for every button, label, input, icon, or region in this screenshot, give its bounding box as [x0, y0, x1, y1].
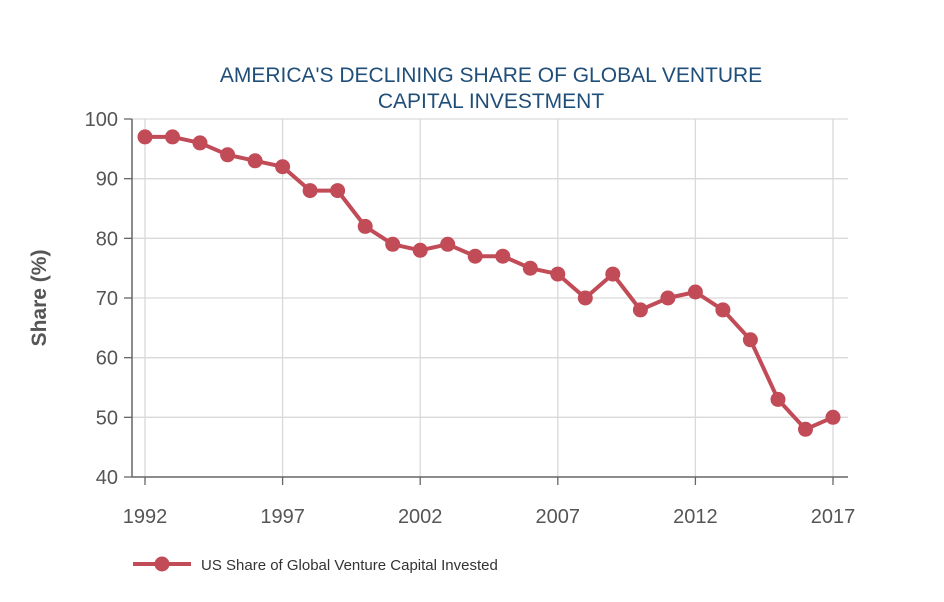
data-point-2011 — [660, 290, 676, 306]
legend-label: US Share of Global Venture Capital Inves… — [201, 557, 498, 574]
data-point-2014 — [742, 332, 758, 348]
legend-dot-marker — [154, 556, 170, 572]
chart-title-line-2: CAPITAL INVESTMENT — [378, 90, 605, 113]
legend: US Share of Global Venture Capital Inves… — [133, 556, 498, 574]
x-tick-label-2017: 2017 — [811, 506, 856, 528]
x-tick-label-2002: 2002 — [398, 506, 443, 528]
series-line — [143, 134, 835, 432]
chart-title-line-1: AMERICA'S DECLINING SHARE OF GLOBAL VENT… — [220, 64, 762, 87]
data-point-2006 — [522, 260, 538, 276]
data-point-2007 — [550, 266, 566, 282]
data-point-1998 — [302, 183, 318, 199]
data-point-1999 — [330, 183, 346, 199]
x-tick-label-2007: 2007 — [536, 506, 581, 528]
y-tick-label-60: 60 — [96, 348, 118, 370]
x-tick-label-2012: 2012 — [673, 506, 718, 528]
y-axis-label: Share (%) — [28, 250, 51, 347]
data-point-2002 — [412, 242, 428, 258]
tick-labels: 40 50 60 70 80 90 100 1992 1997 2002 2007 2012 2017 — [85, 109, 856, 528]
data-point-2009 — [605, 266, 621, 282]
y-tick-label-40: 40 — [96, 467, 118, 489]
data-point-2000 — [357, 218, 373, 234]
data-point-2008 — [577, 290, 593, 306]
data-point-2017 — [825, 409, 841, 425]
y-tick-label-90: 90 — [96, 169, 118, 191]
grid — [132, 118, 848, 477]
y-tick-label-50: 50 — [96, 407, 118, 429]
data-point-2016 — [798, 421, 813, 437]
data-point-2004 — [467, 248, 483, 264]
data-point-2003 — [440, 236, 456, 252]
data-point-1995 — [220, 147, 236, 163]
x-tick-label-1992: 1992 — [123, 506, 168, 528]
series-line-group — [137, 129, 841, 437]
x-tick-label-1997: 1997 — [260, 506, 305, 528]
data-point-2001 — [385, 236, 401, 252]
data-point-1993 — [165, 129, 180, 145]
data-point-2015 — [770, 391, 786, 407]
y-tick-label-70: 70 — [96, 288, 118, 310]
data-point-2013 — [715, 302, 731, 318]
data-point-2012 — [687, 284, 703, 300]
data-point-1992 — [137, 129, 153, 145]
data-point-1997 — [275, 159, 291, 175]
y-tick-label-100: 100 — [85, 109, 118, 131]
data-point-2005 — [495, 248, 511, 264]
axes — [124, 118, 848, 485]
data-point-1996 — [247, 153, 263, 169]
y-tick-label-80: 80 — [96, 228, 118, 250]
data-point-1994 — [192, 135, 208, 151]
data-point-2010 — [632, 302, 648, 318]
